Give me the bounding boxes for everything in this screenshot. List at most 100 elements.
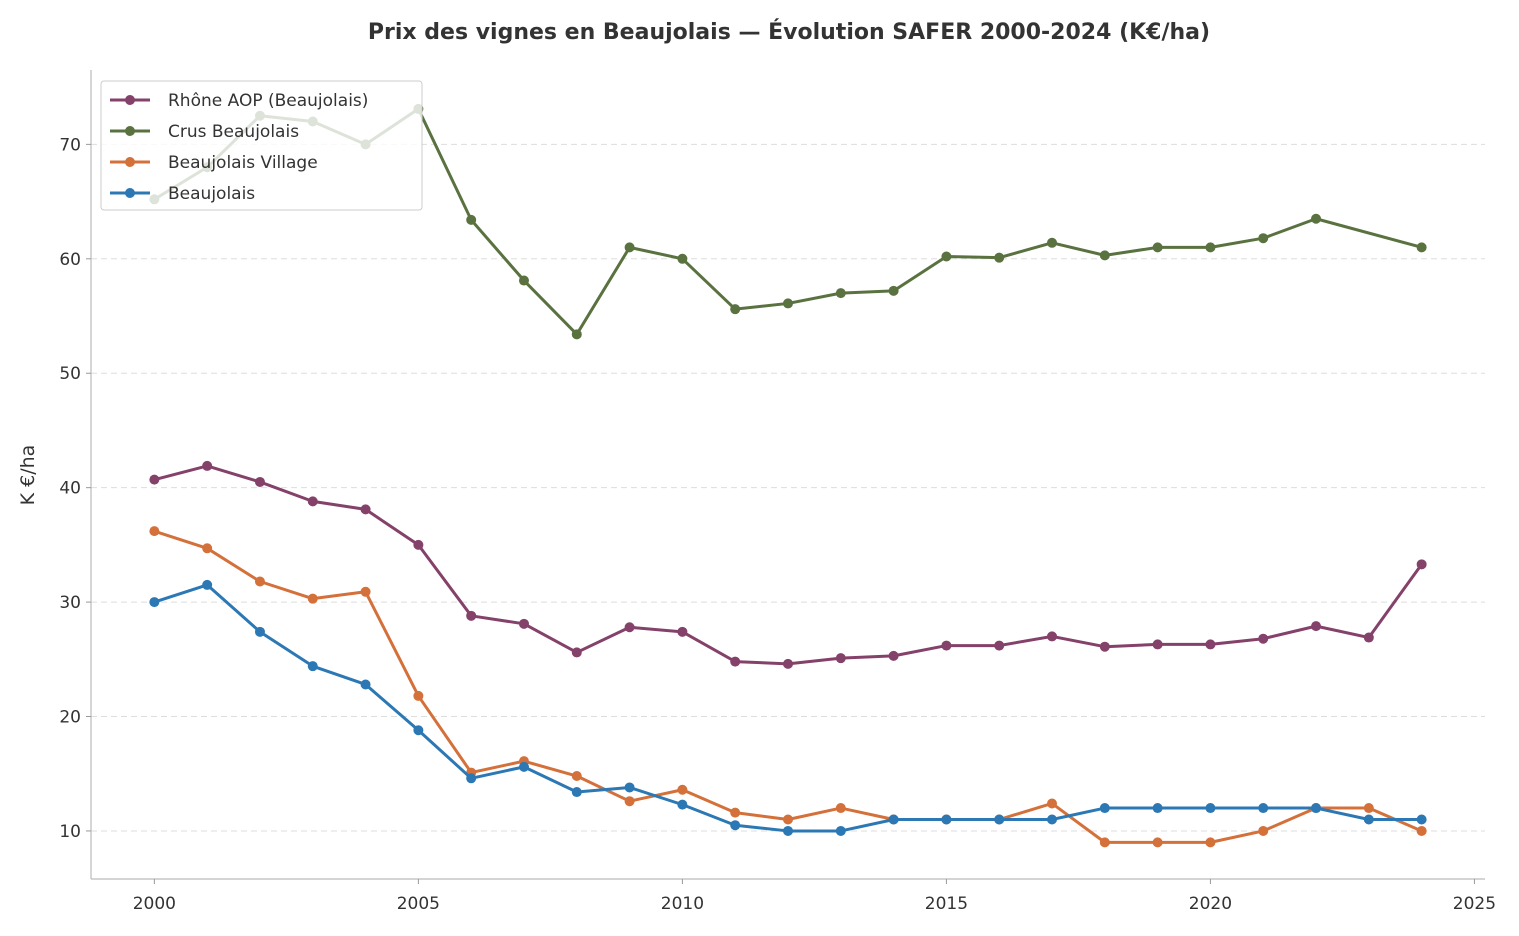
data-point	[1205, 639, 1216, 650]
data-point	[730, 304, 741, 315]
data-point	[1099, 803, 1110, 814]
data-point	[730, 656, 741, 667]
data-point	[1047, 798, 1058, 809]
data-point	[571, 329, 582, 340]
data-point	[1152, 803, 1163, 814]
data-point	[202, 460, 213, 471]
data-point	[783, 658, 793, 669]
data-point	[730, 807, 741, 818]
data-point	[1363, 803, 1374, 814]
data-point	[1311, 621, 1322, 632]
data-point	[360, 679, 371, 690]
data-point	[202, 579, 213, 590]
data-point	[941, 640, 952, 651]
data-point	[1099, 641, 1110, 652]
series-rh-ne-aop-beaujolais-	[149, 460, 1427, 669]
series-beaujolais-village	[149, 526, 1427, 848]
y-tick-label: 20	[59, 708, 81, 728]
data-point	[994, 252, 1005, 263]
data-point	[307, 496, 318, 507]
data-point	[677, 253, 688, 264]
data-point	[624, 782, 635, 793]
data-point	[307, 661, 318, 672]
data-point	[941, 814, 952, 825]
legend-box	[100, 80, 423, 211]
legend-marker	[125, 188, 135, 198]
legend-marker	[125, 95, 135, 105]
data-point	[1258, 233, 1269, 244]
data-point	[149, 526, 160, 537]
data-point	[413, 690, 424, 701]
data-point	[149, 597, 160, 608]
x-tick-label: 2025	[1453, 894, 1496, 914]
data-point	[307, 593, 318, 604]
x-ticks: 2000 2005 2010 2015 2020 2025	[133, 879, 1496, 914]
grid	[91, 143, 1485, 832]
data-point	[1205, 803, 1216, 814]
data-point	[202, 543, 213, 554]
data-point	[888, 285, 899, 296]
data-point	[1258, 633, 1269, 644]
data-point	[571, 771, 582, 782]
legend-label: Rhône AOP (Beaujolais)	[168, 91, 368, 111]
data-point	[888, 650, 899, 661]
data-point	[835, 288, 846, 299]
series-beaujolais	[149, 579, 1427, 836]
data-point	[624, 242, 635, 253]
data-point	[624, 796, 635, 807]
data-point	[1416, 242, 1427, 253]
data-point	[624, 622, 635, 633]
data-point	[1258, 825, 1269, 836]
data-point	[1311, 803, 1322, 814]
y-ticks: 10 20 30 40 50 60 70	[59, 135, 91, 842]
data-point	[1363, 814, 1374, 825]
data-point	[466, 610, 477, 621]
y-axis-label: K €/ha	[17, 445, 39, 506]
legend-label: Beaujolais Village	[168, 153, 318, 173]
data-point	[360, 504, 371, 515]
legend-label: Crus Beaujolais	[168, 122, 299, 142]
data-point	[1205, 837, 1216, 848]
data-point	[888, 814, 899, 825]
data-point	[360, 586, 371, 597]
legend: Rhône AOP (Beaujolais) Crus Beaujolais Bea…	[100, 80, 423, 211]
data-point	[994, 640, 1005, 651]
x-tick-label: 2015	[925, 894, 968, 914]
y-tick-label: 60	[59, 250, 81, 270]
data-point	[941, 251, 952, 262]
data-point	[1047, 631, 1058, 642]
legend-marker	[125, 157, 135, 167]
data-point	[149, 474, 160, 485]
series-line	[153, 464, 1423, 666]
data-point	[1152, 837, 1163, 848]
y-tick-label: 70	[59, 135, 81, 155]
data-point	[1047, 237, 1058, 248]
data-point	[835, 825, 846, 836]
data-point	[1099, 837, 1110, 848]
series-group	[149, 103, 1427, 848]
data-point	[466, 773, 477, 784]
data-point	[1047, 814, 1058, 825]
data-point	[783, 825, 793, 836]
y-tick-label: 50	[59, 364, 81, 384]
data-point	[783, 814, 793, 825]
data-point	[730, 820, 741, 831]
x-tick-label: 2020	[1189, 894, 1232, 914]
legend-label: Beaujolais	[168, 184, 255, 204]
legend-marker	[125, 126, 135, 136]
data-point	[1416, 559, 1427, 570]
x-tick-label: 2010	[661, 894, 704, 914]
data-point	[254, 626, 265, 637]
data-point	[1311, 213, 1322, 224]
data-point	[1205, 242, 1216, 253]
data-point	[571, 787, 582, 798]
data-point	[413, 539, 424, 550]
y-tick-label: 30	[59, 593, 81, 613]
axes	[90, 70, 1485, 880]
data-point	[571, 647, 582, 658]
y-tick-label: 10	[59, 822, 81, 842]
data-point	[1258, 803, 1269, 814]
data-point	[1152, 242, 1163, 253]
data-point	[677, 626, 688, 637]
